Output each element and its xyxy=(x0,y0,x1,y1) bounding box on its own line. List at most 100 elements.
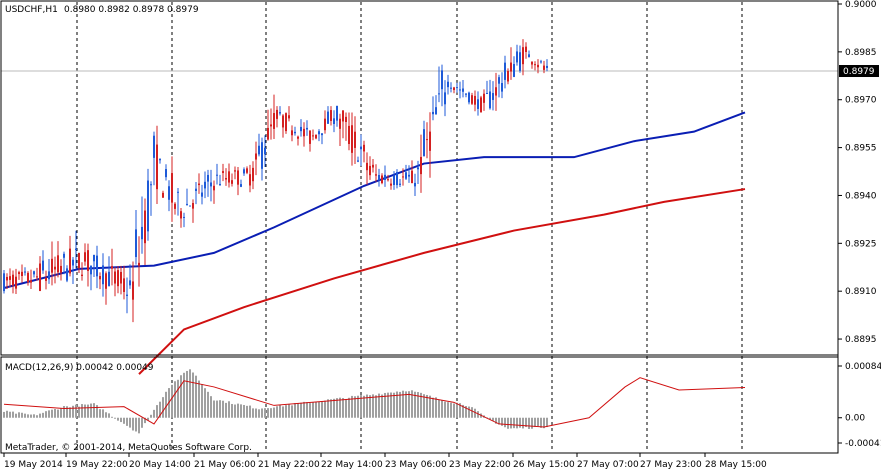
candle xyxy=(219,174,221,186)
macd-bar xyxy=(162,397,164,418)
candle xyxy=(273,94,275,139)
candle xyxy=(153,131,155,186)
macd-bar xyxy=(141,417,143,428)
candle xyxy=(447,74,449,95)
candle xyxy=(198,173,200,194)
macd-bar xyxy=(117,417,119,421)
macd-bar xyxy=(114,417,116,419)
candle xyxy=(456,82,458,93)
candle xyxy=(303,122,305,147)
ohlc-values: 0.8980 0.8982 0.8978 0.8979 xyxy=(64,5,199,15)
candle xyxy=(465,93,467,98)
macd-bar xyxy=(369,395,371,418)
macd-bar xyxy=(282,406,284,418)
macd-bar xyxy=(93,403,95,418)
candle xyxy=(438,66,440,103)
candle xyxy=(516,44,518,66)
macd-bar xyxy=(189,369,191,418)
candle xyxy=(120,265,122,295)
macd-bar xyxy=(279,404,281,418)
candle xyxy=(282,114,284,138)
macd-bar xyxy=(465,406,467,418)
candle xyxy=(189,205,191,207)
candle xyxy=(501,72,503,99)
macd-bar xyxy=(171,384,173,418)
macd-bar xyxy=(312,402,314,418)
macd-bar xyxy=(120,417,122,423)
macd-bar xyxy=(474,408,476,418)
candle xyxy=(3,270,5,294)
candle xyxy=(192,199,194,223)
candle xyxy=(60,259,62,281)
macd-bar xyxy=(267,408,269,418)
candle xyxy=(519,45,521,73)
macd-bar xyxy=(504,417,506,428)
macd-bar xyxy=(207,391,209,418)
candle xyxy=(330,106,332,126)
macd-bar xyxy=(21,412,23,418)
candle xyxy=(213,180,215,204)
macd-bar xyxy=(39,413,41,418)
candle xyxy=(372,159,374,173)
macd-bar xyxy=(105,412,107,418)
macd-bar xyxy=(15,413,17,418)
time-label: 21 May 22:00 xyxy=(258,460,320,470)
macd-bar xyxy=(108,413,110,418)
macd-bar xyxy=(426,394,428,418)
macd-bar xyxy=(36,415,38,418)
time-label: 28 May 15:00 xyxy=(705,460,767,470)
candle xyxy=(360,134,362,166)
candle xyxy=(471,92,473,106)
macd-bar xyxy=(126,417,128,426)
macd-bar xyxy=(462,404,464,418)
price-tick-label: 0.8910 xyxy=(845,287,877,297)
macd-bar xyxy=(288,404,290,418)
time-label: 26 May 15:00 xyxy=(513,460,575,470)
macd-bar xyxy=(165,391,167,418)
macd-bar xyxy=(327,399,329,418)
macd-bar xyxy=(99,409,101,418)
candle xyxy=(477,91,479,116)
candle xyxy=(204,171,206,199)
candle xyxy=(534,61,536,71)
candle xyxy=(489,79,491,110)
macd-bar xyxy=(324,400,326,418)
candle xyxy=(435,95,437,115)
candles xyxy=(3,39,548,323)
macd-bar xyxy=(519,417,521,428)
macd-bar xyxy=(186,370,188,418)
candle xyxy=(195,181,197,205)
macd-bar xyxy=(498,417,500,425)
candle xyxy=(90,265,92,291)
candle xyxy=(450,82,452,93)
candle xyxy=(294,126,296,136)
vertical-grid xyxy=(76,2,743,452)
macd-bar xyxy=(540,417,542,428)
macd-signal-line xyxy=(3,377,746,428)
candle xyxy=(369,156,371,180)
macd-tick-label: 0.00 xyxy=(845,414,865,424)
candle xyxy=(267,109,269,141)
candle xyxy=(327,106,329,124)
macd-bar xyxy=(42,412,44,418)
candle xyxy=(168,180,170,212)
candle xyxy=(210,169,212,202)
candle xyxy=(36,267,38,281)
macd-bar xyxy=(204,388,206,418)
price-tick-label: 0.8895 xyxy=(845,335,877,345)
macd-bar xyxy=(69,407,71,418)
candle xyxy=(15,268,17,294)
candle xyxy=(33,270,35,278)
macd-bar xyxy=(111,416,113,418)
macd-bar xyxy=(297,403,299,418)
macd-bar xyxy=(513,417,515,429)
candle xyxy=(144,198,146,265)
macd-bar xyxy=(24,413,26,418)
candle xyxy=(99,272,101,290)
macd-bar xyxy=(453,403,455,418)
candle xyxy=(504,55,506,89)
candle xyxy=(411,160,413,184)
candle xyxy=(336,105,338,127)
candle xyxy=(24,267,26,276)
candle xyxy=(108,256,110,287)
